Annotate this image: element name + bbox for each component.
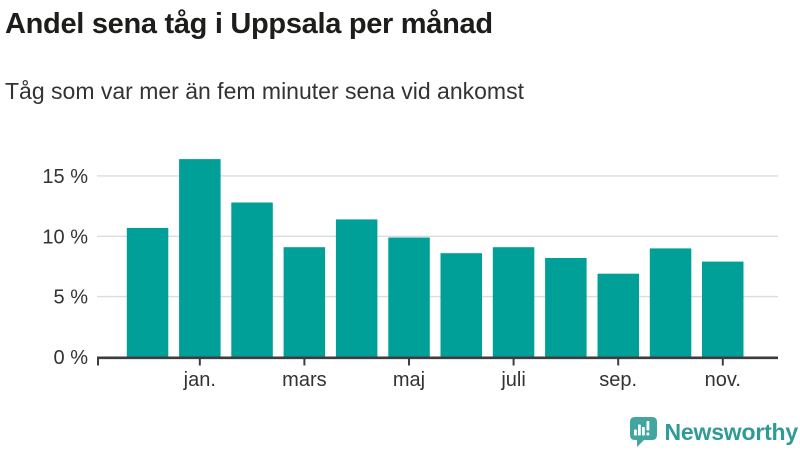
bar: [231, 202, 273, 357]
bar: [492, 247, 535, 357]
logo-mini-bars: [633, 421, 649, 436]
bar: [702, 261, 744, 357]
x-tick-label: jan.: [183, 369, 216, 391]
newsworthy-logo-icon: [629, 417, 657, 447]
y-tick-label: 0 %: [54, 347, 89, 369]
x-tick-label: nov.: [705, 369, 741, 391]
chart-title: Andel sena tåg i Uppsala per månad: [5, 8, 493, 40]
bar: [545, 258, 587, 357]
x-tick-label: mars: [282, 369, 326, 391]
bar: [388, 237, 430, 357]
brand-wordmark: Newsworthy: [664, 418, 799, 445]
chart-subtitle: Tåg som var mer än fem minuter sena vid …: [5, 78, 524, 104]
x-tick-label: juli: [500, 369, 525, 391]
y-tick-label: 10 %: [42, 226, 88, 248]
bar: [126, 227, 169, 357]
bar: [649, 248, 692, 357]
brand-footer: Newsworthy: [629, 417, 799, 447]
x-tick-label: maj: [393, 369, 425, 391]
bar: [283, 247, 326, 357]
bar: [335, 219, 378, 357]
x-tick-label: sep.: [599, 369, 637, 391]
y-tick-label: 5 %: [54, 287, 89, 309]
bar: [597, 273, 639, 357]
bar: [440, 253, 482, 357]
y-tick-label: 15 %: [42, 166, 88, 188]
bar: [179, 159, 221, 357]
